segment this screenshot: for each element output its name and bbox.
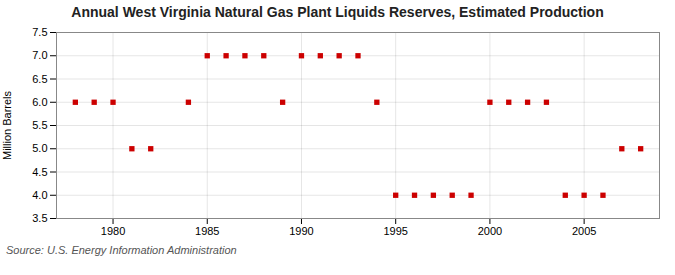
- svg-text:Million Barrels: Million Barrels: [1, 90, 13, 160]
- svg-text:6.5: 6.5: [32, 73, 47, 85]
- svg-text:7.5: 7.5: [32, 26, 47, 38]
- html-text:Source: U.S. Energy Informatio: Source: U.S. Energy Information Administ…: [6, 244, 237, 256]
- svg-text:5.5: 5.5: [32, 119, 47, 131]
- svg-text:6.0: 6.0: [32, 96, 47, 108]
- svg-text:1995: 1995: [383, 225, 407, 237]
- svg-text:5.0: 5.0: [32, 142, 47, 154]
- svg-text:2005: 2005: [572, 225, 596, 237]
- svg-text:1985: 1985: [195, 225, 219, 237]
- svg-text:1980: 1980: [101, 225, 125, 237]
- svg-text:4.5: 4.5: [32, 166, 47, 178]
- svg-text:4.0: 4.0: [32, 189, 47, 201]
- svg-text:2000: 2000: [478, 225, 502, 237]
- svg-text:1990: 1990: [289, 225, 313, 237]
- html-text:Annual West Virginia Natural G: Annual West Virginia Natural Gas Plant L…: [71, 4, 604, 20]
- svg-text:3.5: 3.5: [32, 212, 47, 224]
- svg-text:7.0: 7.0: [32, 49, 47, 61]
